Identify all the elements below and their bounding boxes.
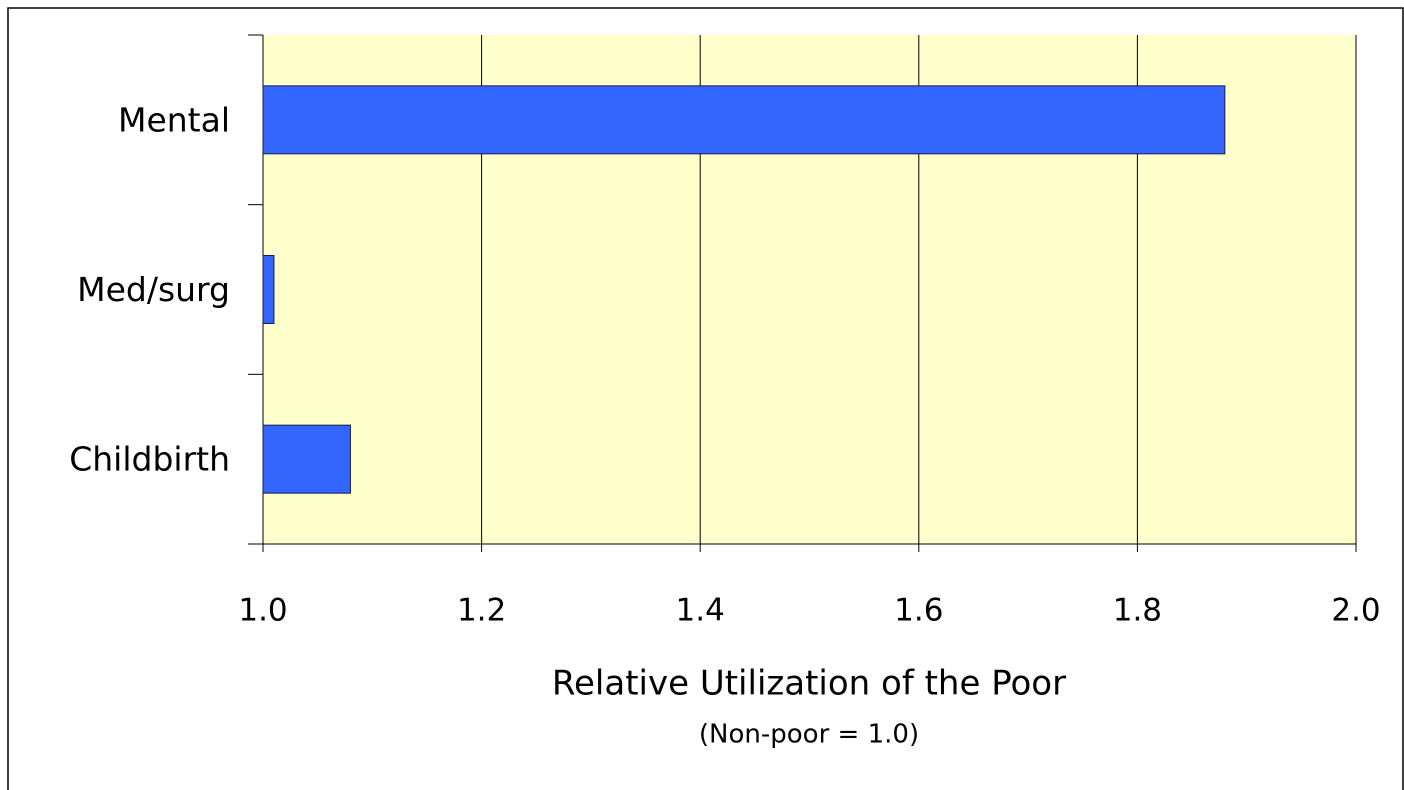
x-tick-label: 1.4 <box>676 593 725 629</box>
frame <box>7 7 1404 790</box>
x-axis-note: (Non-poor = 1.0) <box>699 720 919 750</box>
y-tick-label: Mental <box>118 100 230 139</box>
x-tick-label: 1.0 <box>238 593 287 629</box>
x-tick-label: 1.6 <box>894 593 943 629</box>
x-axis-title: Relative Utilization of the Poor <box>552 664 1066 704</box>
bar <box>262 85 1226 155</box>
y-tick-label: Childbirth <box>69 440 230 479</box>
x-tick-label: 1.8 <box>1113 593 1162 629</box>
x-tick-label: 1.2 <box>457 593 506 629</box>
x-tick-label: 2.0 <box>1331 593 1380 629</box>
y-tick-label: Med/surg <box>77 270 230 309</box>
bar <box>262 424 351 494</box>
bar <box>262 255 275 324</box>
